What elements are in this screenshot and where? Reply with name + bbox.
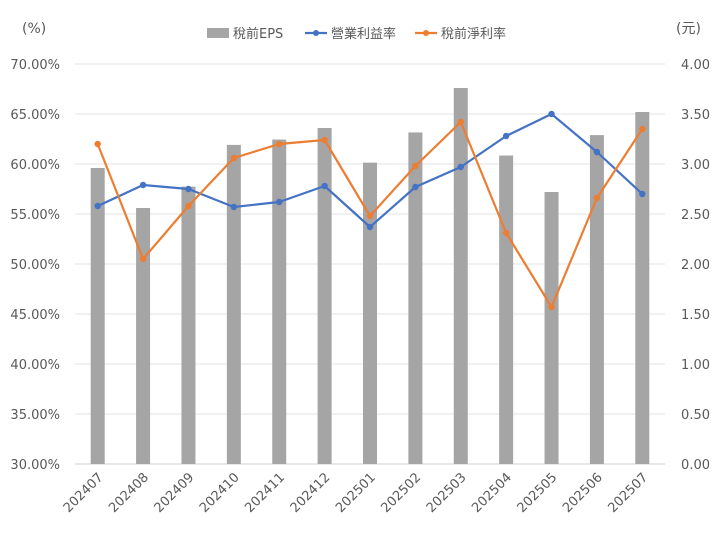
line-point xyxy=(639,125,646,133)
line-point xyxy=(321,136,328,144)
line-point xyxy=(185,202,192,210)
left-tick-label: 55.00% xyxy=(10,208,60,223)
bar-eps xyxy=(317,128,332,464)
legend-label: 稅前EPS xyxy=(233,26,283,42)
line-point xyxy=(94,140,101,148)
right-axis-label: (元) xyxy=(676,21,701,37)
left-tick-label: 40.00% xyxy=(10,358,60,373)
x-tick-label: 202505 xyxy=(515,470,561,516)
legend-swatch-marker xyxy=(313,30,319,36)
line-point xyxy=(230,203,238,211)
right-tick-label: 2.00 xyxy=(681,258,710,273)
x-tick-label: 202506 xyxy=(560,470,606,516)
line-point xyxy=(639,190,646,198)
line-point xyxy=(139,181,147,189)
legend-swatch-marker xyxy=(423,30,429,36)
line-point xyxy=(321,182,328,190)
left-tick-label: 30.00% xyxy=(10,458,60,473)
line-point xyxy=(412,183,419,191)
bar-eps xyxy=(499,155,514,465)
x-tick-label: 202501 xyxy=(333,470,379,516)
x-tick-label: 202409 xyxy=(152,470,198,516)
line-point xyxy=(230,154,238,162)
x-tick-label: 202504 xyxy=(469,470,515,516)
left-tick-label: 50.00% xyxy=(10,258,60,273)
right-tick-label: 2.50 xyxy=(681,208,710,223)
x-tick-label: 202503 xyxy=(424,470,470,516)
right-tick-label: 3.50 xyxy=(681,108,710,123)
x-tick-label: 202411 xyxy=(242,470,288,516)
left-axis-label: (%) xyxy=(22,21,46,37)
bar-eps xyxy=(181,186,196,464)
left-tick-label: 45.00% xyxy=(10,308,60,323)
line-point xyxy=(366,212,374,220)
x-tick-label: 202507 xyxy=(605,470,651,516)
line-point xyxy=(276,140,283,148)
left-tick-label: 35.00% xyxy=(10,408,60,423)
left-tick-label: 60.00% xyxy=(10,158,60,173)
x-tick-label: 202408 xyxy=(106,470,152,516)
line-point xyxy=(548,110,555,118)
x-tick-label: 202412 xyxy=(288,470,334,516)
line-point xyxy=(139,255,147,263)
line-point xyxy=(457,118,464,126)
bar-eps xyxy=(544,192,559,464)
bar-eps xyxy=(635,112,650,464)
line-point xyxy=(366,223,374,231)
legend-swatch-bar xyxy=(207,28,229,38)
bar-eps xyxy=(589,135,604,464)
line-point xyxy=(412,162,419,170)
line-point xyxy=(502,229,510,237)
line-point xyxy=(593,194,601,202)
right-tick-label: 0.00 xyxy=(681,458,710,473)
right-tick-label: 4.00 xyxy=(681,58,710,73)
right-tick-label: 3.00 xyxy=(681,158,710,173)
bar-eps xyxy=(408,132,423,464)
legend-label: 稅前淨利率 xyxy=(441,26,506,42)
left-tick-label: 65.00% xyxy=(10,108,60,123)
bar-eps xyxy=(453,88,468,464)
bar-eps xyxy=(136,208,151,464)
bar-eps xyxy=(272,139,287,465)
right-tick-label: 1.50 xyxy=(681,308,710,323)
line-point xyxy=(94,202,101,210)
bar-eps xyxy=(90,168,105,464)
bar-eps xyxy=(363,162,377,464)
line-point xyxy=(185,185,192,193)
left-tick-label: 70.00% xyxy=(10,58,60,73)
line-point xyxy=(548,303,555,311)
right-tick-label: 1.00 xyxy=(681,358,710,373)
line-point xyxy=(457,163,464,171)
x-tick-label: 202407 xyxy=(61,470,107,516)
legend-label: 營業利益率 xyxy=(331,26,396,42)
x-tick-label: 202502 xyxy=(379,470,425,516)
bar-eps xyxy=(226,144,241,464)
line-point xyxy=(502,132,510,140)
right-tick-label: 0.50 xyxy=(681,408,710,423)
x-tick-label: 202410 xyxy=(197,470,243,516)
line-point xyxy=(276,198,283,206)
line-point xyxy=(593,148,601,156)
